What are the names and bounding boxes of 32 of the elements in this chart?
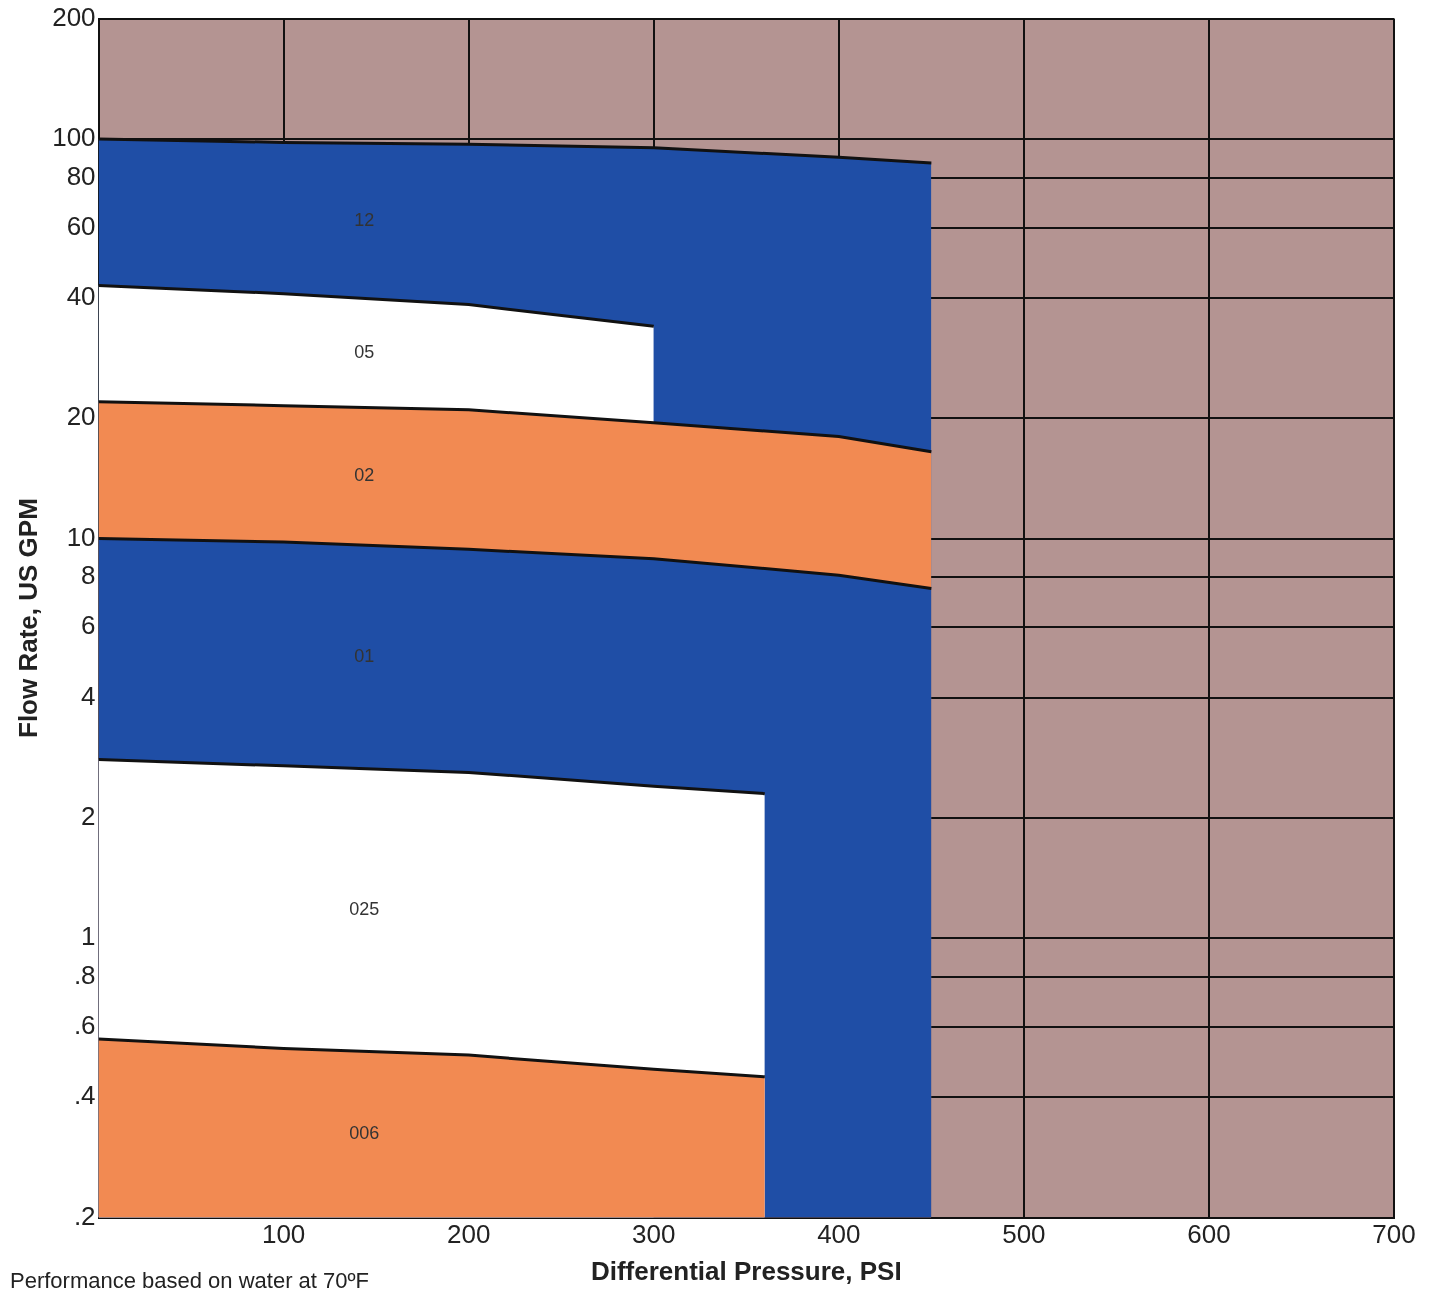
y-tick-label: 60 [66,210,96,241]
y-axis-title: Flow Rate, US GPM [12,498,43,739]
series-label: 006 [349,1123,380,1144]
y-tick-label: 100 [52,122,96,153]
y-tick-label: .8 [73,960,96,991]
y-tick-label: 10 [66,521,96,552]
x-tick-label: 300 [632,1219,676,1250]
y-tick-label: 6 [81,610,96,641]
series-label: 12 [354,209,375,230]
y-tick-label: 8 [81,560,96,591]
y-tick-label: .2 [73,1200,96,1231]
y-tick-label: 4 [81,680,96,711]
x-tick-label: 600 [1187,1219,1231,1250]
x-tick-label: 400 [817,1219,861,1250]
y-tick-label: .6 [73,1010,96,1041]
text: Performance based on water at 70ºF [10,1268,370,1294]
series-label: 05 [354,341,375,362]
y-tick-label: 200 [52,1,96,32]
y-tick-label: 40 [66,281,96,312]
x-axis-title: Differential Pressure, PSI [590,1255,902,1286]
y-tick-label: 20 [66,401,96,432]
y-tick-label: 2 [81,801,96,832]
y-tick-label: .4 [73,1080,96,1111]
x-tick-label: 200 [447,1219,491,1250]
series-label: 02 [354,465,375,486]
x-tick-label: 700 [1372,1219,1416,1250]
y-tick-label: 1 [81,921,96,952]
series-label: 025 [349,898,380,919]
x-tick-label: 500 [1002,1219,1046,1250]
y-tick-label: 80 [66,160,96,191]
series-label: 01 [354,645,375,666]
x-tick-label: 100 [261,1219,306,1250]
